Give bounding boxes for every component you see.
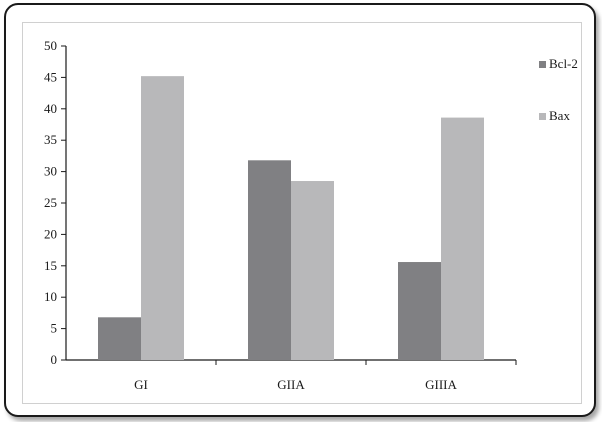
legend: Bcl-2 Bax [539,56,578,123]
x-category-label: GIIIA [425,377,457,392]
x-category-label: GIIA [277,377,305,392]
y-tick-label: 25 [44,195,57,210]
y-tick-label: 15 [44,258,57,273]
legend-label: Bax [549,108,570,123]
y-tick-labels: 0 5 10 15 20 25 30 35 40 45 50 [44,38,57,367]
x-category-label: GI [134,377,148,392]
bar-bax-giiia [441,117,484,360]
y-tick-label: 35 [44,132,57,147]
y-tick-label: 50 [44,38,57,53]
y-tick-label: 40 [44,101,57,116]
x-category-labels: GI GIIA GIIIA [134,377,457,392]
y-tick-label: 10 [44,289,57,304]
y-tick-label: 5 [51,321,58,336]
legend-swatch-bcl-2 [539,61,546,68]
legend-label: Bcl-2 [549,56,578,71]
bar-bax-giia [291,181,334,360]
bar-bax-gi [141,76,184,361]
bar-bcl-2-giiia [398,262,441,360]
bars [98,76,484,361]
y-tick-label: 20 [44,226,57,241]
y-tick-label: 0 [51,352,58,367]
bar-bcl-2-giia [248,160,291,360]
y-tick-label: 30 [44,164,57,179]
bar-bcl-2-gi [98,317,141,360]
y-tick-label: 45 [44,69,57,84]
legend-swatch-bax [539,113,546,120]
